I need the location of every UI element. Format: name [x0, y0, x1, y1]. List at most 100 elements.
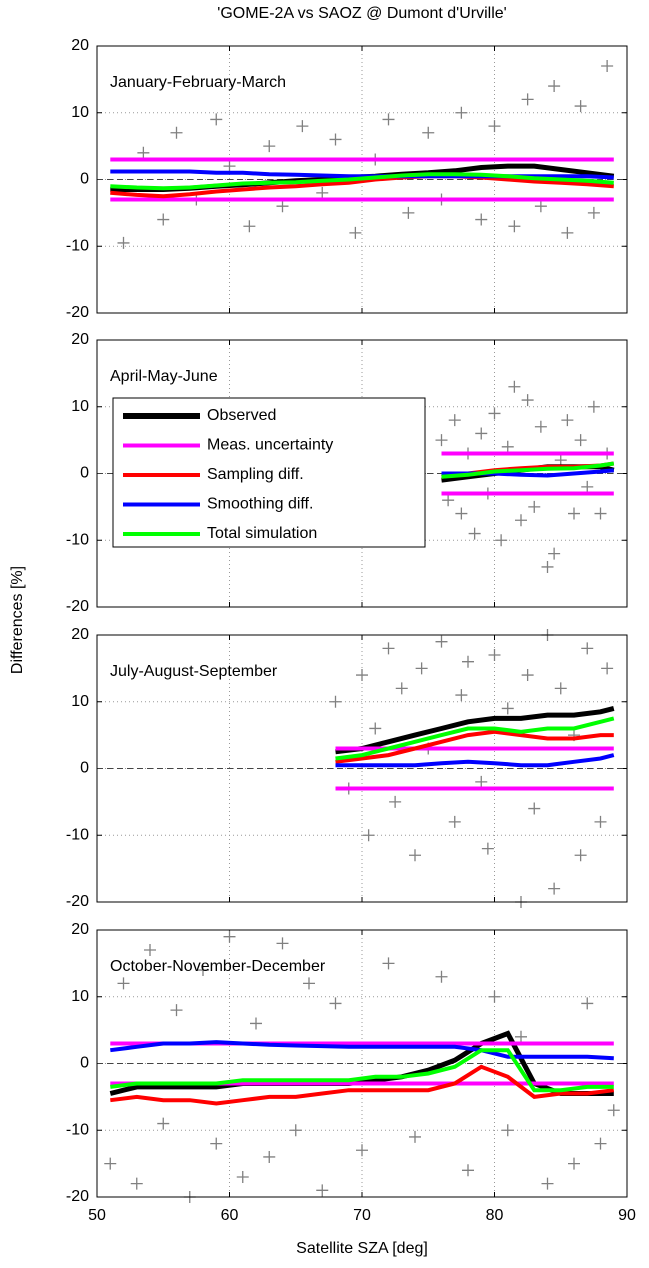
scatter-point: [236, 1170, 249, 1183]
scatter-point: [601, 60, 614, 73]
scatter-point: [356, 1144, 368, 1157]
legend-label: Smoothing diff.: [207, 496, 313, 513]
scatter-point: [329, 133, 342, 146]
scatter-point: [462, 655, 474, 668]
scatter-point: [475, 775, 488, 788]
scatter-point: [329, 695, 342, 708]
chart-title: 'GOME-2A vs SAOZ @ Dumont d'Urville': [217, 5, 506, 22]
scatter-point: [356, 669, 368, 682]
scatter-point: [594, 815, 607, 828]
scatter-point: [435, 970, 448, 983]
scatter-point: [382, 957, 395, 970]
scatter-point: [515, 1030, 527, 1043]
scatter-point: [395, 682, 408, 695]
series-line: [335, 705, 615, 755]
y-tick-label: 20: [71, 37, 89, 54]
scatter-point: [501, 1124, 514, 1137]
scatter-point: [276, 937, 289, 950]
scatter-point: [349, 226, 362, 239]
scatter-point: [501, 702, 514, 715]
panel-annotation: April-May-June: [110, 368, 218, 385]
scatter-point: [210, 1137, 223, 1150]
panel-annotation: July-August-September: [110, 663, 278, 680]
scatter-point: [369, 722, 382, 735]
y-tick-label: 20: [71, 626, 89, 643]
scatter-point: [144, 944, 156, 957]
scatter-point: [554, 682, 567, 695]
scatter-point: [528, 500, 541, 513]
y-tick-label: 10: [71, 693, 89, 710]
scatter-point: [594, 507, 607, 520]
scatter-point: [316, 186, 329, 199]
scatter-point: [515, 514, 527, 527]
scatter-point: [263, 140, 276, 153]
scatter-point: [210, 113, 223, 126]
scatter-point: [276, 200, 289, 213]
y-tick-label: -10: [66, 826, 89, 843]
scatter-point: [415, 662, 428, 675]
x-tick-label: 70: [353, 1207, 371, 1224]
y-tick-label: 20: [71, 921, 89, 938]
scatter-point: [475, 427, 488, 440]
scatter-point: [548, 547, 561, 560]
legend-label: Sampling diff.: [207, 466, 304, 483]
scatter-point: [455, 507, 468, 520]
scatter-point: [488, 407, 501, 420]
scatter-point: [455, 689, 468, 702]
scatter-point: [117, 977, 130, 990]
scatter-point: [382, 642, 395, 655]
scatter-point: [601, 662, 614, 675]
y-tick-label: 0: [80, 171, 89, 188]
scatter-point: [574, 849, 587, 862]
scatter-point: [435, 434, 448, 447]
scatter-point: [481, 842, 494, 855]
legend-label: Meas. uncertainty: [207, 437, 333, 454]
scatter-point: [448, 815, 461, 828]
y-tick-label: -10: [66, 531, 89, 548]
plot-frame: [96, 339, 628, 608]
scatter-point: [488, 990, 501, 1003]
series-line: [110, 172, 614, 191]
scatter-point: [508, 220, 521, 233]
panel-annotation: October-November-December: [110, 958, 326, 975]
y-tick-label: 20: [71, 331, 89, 348]
scatter-point: [534, 200, 547, 213]
scatter-point: [382, 113, 395, 126]
y-tick-label: -10: [66, 237, 89, 254]
y-tick-label: 0: [80, 1055, 89, 1072]
scatter-point: [137, 146, 150, 159]
series-line: [335, 716, 615, 761]
scatter-point: [574, 100, 587, 113]
scatter-point: [541, 560, 554, 573]
scatter-point: [263, 1150, 276, 1163]
scatter-point: [528, 802, 541, 815]
scatter-point: [303, 977, 315, 990]
scatter-point: [442, 494, 455, 507]
scatter-point: [475, 213, 488, 226]
scatter-point: [435, 635, 448, 648]
scatter-point: [223, 930, 236, 943]
scatter-point: [521, 93, 534, 106]
scatter-point: [548, 882, 561, 895]
legend-label: Observed: [207, 407, 276, 424]
scatter-point: [581, 480, 594, 493]
scatter-point: [501, 440, 514, 453]
scatter-point: [422, 126, 435, 139]
scatter-point: [409, 1130, 421, 1143]
scatter-point: [157, 213, 170, 226]
series-line: [110, 1040, 614, 1061]
scatter-point: [581, 642, 594, 655]
scatter-point: [362, 829, 375, 842]
legend-label: Total simulation: [207, 525, 317, 542]
scatter-point: [488, 120, 501, 133]
y-tick-label: -20: [66, 893, 89, 910]
legend-box: [112, 397, 426, 548]
y-tick-label: -20: [66, 304, 89, 321]
scatter-point: [468, 527, 481, 540]
series-line: [110, 1048, 614, 1093]
scatter-point: [289, 1124, 302, 1137]
scatter-point: [594, 1137, 607, 1150]
y-tick-label: -20: [66, 598, 89, 615]
series-line: [441, 461, 615, 479]
scatter-point: [574, 434, 587, 447]
